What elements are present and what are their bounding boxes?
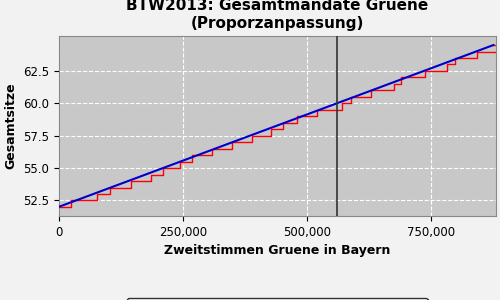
Legend: Sitze real, Sitze ideal, Wahlergebnis: Sitze real, Sitze ideal, Wahlergebnis (126, 298, 428, 300)
Sitze real (56, 205, 62, 209)
Sitze real (490, 43, 496, 47)
Sitze real (496, 43, 500, 47)
Line: Sitze real: Sitze real (58, 45, 498, 207)
X-axis label: Zweitstimmen Gruene in Bayern: Zweitstimmen Gruene in Bayern (164, 244, 390, 257)
Sitze real (94, 192, 100, 196)
Sitze real (210, 147, 216, 151)
Title: BTW2013: Gesamtmandate Gruene
(Proporzanpassung): BTW2013: Gesamtmandate Gruene (Proporzan… (126, 0, 428, 31)
Sitze real (268, 128, 274, 131)
Sitze real (348, 101, 354, 105)
Sitze real (339, 108, 345, 112)
Sitze real (474, 56, 480, 60)
Y-axis label: Gesamtsitze: Gesamtsitze (4, 83, 17, 169)
